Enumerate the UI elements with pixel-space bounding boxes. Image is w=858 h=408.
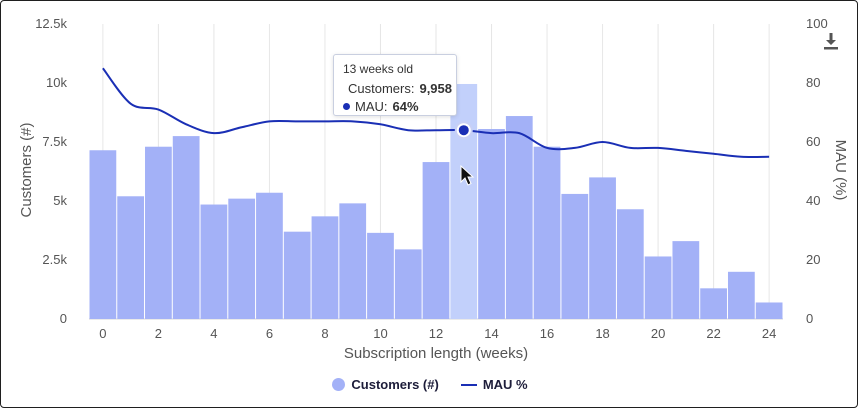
x-tick-label: 6 (266, 326, 273, 341)
y-axis-left-ticks: 0 2.5k 5k 7.5k 10k 12.5k (35, 16, 67, 326)
y-axis-title: Customers (#) (18, 122, 35, 217)
bar (644, 256, 672, 319)
bar (311, 216, 339, 319)
bar (283, 231, 311, 319)
bar (394, 249, 422, 319)
bar (478, 129, 505, 319)
legend-item-customers[interactable]: Customers (#) (332, 377, 439, 392)
bar (117, 196, 145, 319)
x-tick-label: 22 (706, 326, 720, 341)
bar (450, 83, 478, 319)
hover-marker-dot (458, 125, 469, 136)
y2-tick-label: 20 (806, 252, 820, 267)
legend: Customers (#) MAU % (1, 377, 857, 392)
x-tick-label: 24 (762, 326, 776, 341)
bar (339, 203, 367, 319)
legend-mau-label: MAU % (482, 377, 528, 392)
bar (700, 288, 727, 319)
y-tick-label: 7.5k (42, 134, 67, 149)
x-tick-label: 14 (484, 326, 498, 341)
bar-series (89, 83, 783, 319)
x-tick-label: 20 (651, 326, 665, 341)
y2-tick-label: 0 (806, 311, 813, 326)
bar (145, 146, 172, 319)
x-tick-label: 8 (321, 326, 328, 341)
y-tick-label: 5k (53, 193, 67, 208)
y2-tick-label: 100 (806, 16, 828, 31)
x-axis-title: Subscription length (weeks) (344, 345, 528, 362)
y2-tick-label: 60 (806, 134, 820, 149)
bar (589, 177, 616, 319)
download-icon (824, 33, 838, 50)
y-tick-label: 2.5k (42, 252, 67, 267)
legend-item-mau[interactable]: MAU % (460, 377, 528, 392)
bar (200, 204, 228, 319)
bar (228, 198, 256, 319)
bar (755, 302, 783, 319)
bar (367, 232, 394, 319)
y-tick-label: 12.5k (35, 16, 67, 31)
bar (561, 193, 589, 319)
y-axis-right-ticks: 0 20 40 60 80 100 (806, 16, 828, 326)
y-tick-label: 0 (60, 311, 67, 326)
tooltip-title: 13 weeks old (343, 62, 414, 76)
legend-customers-label: Customers (#) (351, 377, 439, 392)
bar (172, 136, 200, 319)
tooltip: 13 weeks old Customers: 9,958 MAU: 64% (333, 54, 457, 116)
legend-customers-swatch (332, 378, 346, 391)
tooltip-customers-value: 9,958 (419, 81, 453, 96)
legend-mau-swatch (460, 383, 477, 386)
x-tick-label: 12 (429, 326, 443, 341)
bar (672, 241, 700, 319)
bar (616, 209, 644, 319)
bar (727, 271, 755, 319)
mouse-pointer-icon (460, 164, 475, 186)
line-series (102, 67, 770, 158)
bar (256, 192, 283, 319)
tooltip-row-mau: MAU: 64% (343, 99, 447, 114)
x-tick-label: 16 (540, 326, 554, 341)
bar (505, 116, 533, 319)
y-tick-label: 10k (46, 75, 67, 90)
x-tick-label: 4 (210, 326, 217, 341)
tooltip-mau-value: 64% (392, 99, 419, 114)
y2-tick-label: 40 (806, 193, 820, 208)
tooltip-customers-label: Customers: (348, 81, 415, 96)
x-tick-label: 2 (155, 326, 162, 341)
x-tick-label: 0 (99, 326, 106, 341)
tooltip-mau-swatch (343, 103, 350, 110)
bar (89, 150, 117, 319)
y2-axis-title: MAU (%) (832, 140, 849, 201)
tooltip-row-customers: Customers: 9,958 (343, 81, 452, 96)
mau-line (102, 67, 770, 158)
tooltip-mau-label: MAU: (355, 99, 388, 114)
x-tick-label: 18 (595, 326, 609, 341)
hover-marker (454, 121, 473, 140)
bar (533, 146, 561, 319)
x-axis-ticks: 0 2 4 6 8 10 12 14 16 18 20 22 24 (99, 326, 776, 341)
bar (422, 162, 450, 319)
download-button[interactable] (819, 29, 843, 53)
y2-tick-label: 80 (806, 75, 820, 90)
x-tick-label: 10 (373, 326, 387, 341)
